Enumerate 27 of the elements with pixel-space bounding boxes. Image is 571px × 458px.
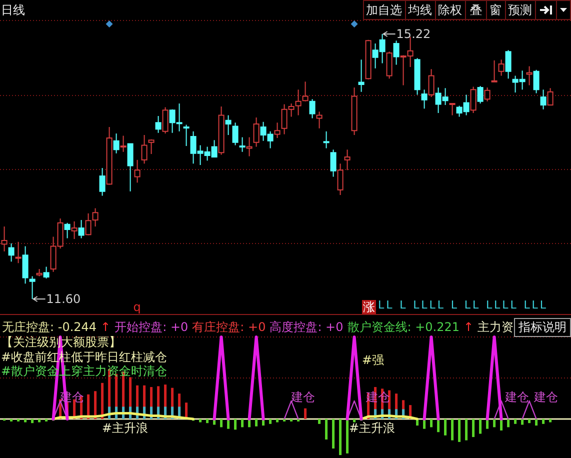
text: ↑: [100, 320, 111, 334]
text: 散户资金线: +0.221: [347, 320, 460, 334]
text: 开始控盘: +0: [114, 320, 188, 334]
chart-title: 日线: [1, 3, 25, 17]
annotation: #强: [362, 353, 384, 367]
text: 高度控盘: +0: [270, 320, 344, 334]
text: 有庄控盘: +0: [192, 320, 266, 334]
annotation: LL L LLLL L LL LLLL LLL: [378, 298, 547, 312]
annotation: #主升浪: [102, 421, 148, 435]
text: 涨: [363, 300, 375, 314]
text: 窗: [490, 3, 502, 17]
text: 除权: [438, 3, 462, 17]
text: q: [133, 300, 141, 314]
annotation: 11.60: [46, 292, 81, 306]
annotation: 建仓: [504, 390, 529, 404]
annotation: 15.22: [396, 27, 431, 41]
text: ↑: [464, 320, 474, 334]
text: 叠: [470, 3, 482, 17]
annotation: 建仓: [533, 390, 558, 404]
text: 无庄控盘: -0.244: [2, 320, 97, 334]
text: 均线: [407, 3, 432, 17]
annotation: #主升浪: [349, 421, 396, 435]
text: 加自选: [366, 3, 402, 17]
text: 主力资: [478, 320, 514, 334]
text: 指标说明: [518, 320, 566, 334]
text: 预测: [508, 3, 532, 17]
annotation: 建仓: [290, 390, 315, 404]
